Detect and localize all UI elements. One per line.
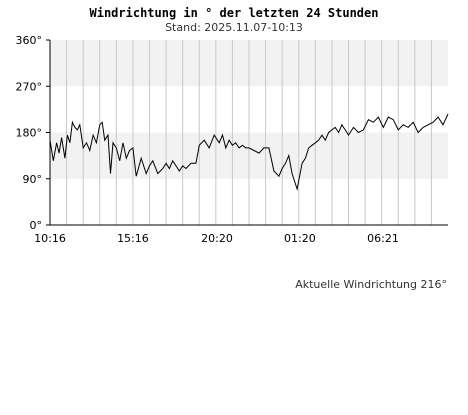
y-tick-label: 360° xyxy=(16,34,43,47)
y-tick-label: 0° xyxy=(30,219,43,232)
chart-subtitle: Stand: 2025.11.07-10:13 xyxy=(165,21,303,34)
y-tick-label: 90° xyxy=(23,173,43,186)
y-tick-labels: 0° 90° 180° 270° 360° xyxy=(16,34,50,232)
y-tick-label: 270° xyxy=(16,80,43,93)
x-tick-label: 06:21 xyxy=(367,232,399,245)
current-direction-label: Aktuelle Windrichtung 216° xyxy=(295,278,447,291)
series-line-0 xyxy=(49,113,449,191)
x-tick-label: 15:16 xyxy=(117,232,149,245)
x-tick-label: 20:20 xyxy=(201,232,233,245)
y-tick-label: 180° xyxy=(16,127,43,140)
chart-title: Windrichtung in ° der letzten 24 Stunden xyxy=(89,6,379,20)
x-tick-label: 01:20 xyxy=(284,232,316,245)
series-group xyxy=(49,113,449,191)
vertical-grid xyxy=(66,40,432,225)
x-tick-label: 10:16 xyxy=(34,232,66,245)
x-tick-labels: 10:16 15:16 20:20 01:20 06:21 xyxy=(34,232,399,245)
